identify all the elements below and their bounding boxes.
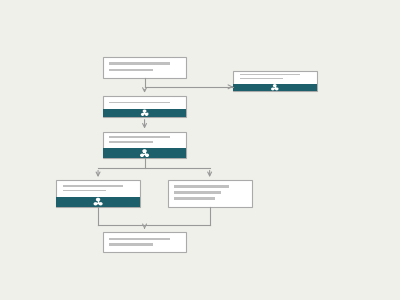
Circle shape [99,203,102,205]
Bar [63,190,106,191]
Bar [174,197,215,200]
Bar [240,78,283,80]
Bar [100,204,102,205]
Circle shape [94,203,97,205]
Bar [142,115,143,116]
Bar [168,180,252,207]
Bar [109,238,170,240]
Circle shape [274,85,276,86]
Bar [109,141,153,143]
Bar [272,89,274,90]
Circle shape [146,154,148,156]
Bar [103,96,186,117]
Circle shape [96,198,100,201]
Bar [109,102,170,103]
Bar [240,74,300,76]
Circle shape [143,150,146,152]
Bar [103,232,186,252]
Bar [94,204,96,205]
Bar [276,89,278,90]
Bar [103,109,186,117]
Bar [146,115,147,116]
Bar [109,243,153,246]
Bar [97,200,99,201]
Bar [56,197,140,207]
Bar [109,68,153,71]
Bar [103,57,186,78]
Bar [274,86,276,87]
Circle shape [143,110,146,112]
Bar [56,180,140,207]
Bar [103,132,186,158]
Bar [103,148,186,158]
Bar [144,111,146,112]
Circle shape [141,154,143,156]
Bar [233,83,317,92]
Bar [109,62,170,64]
Bar [143,152,146,153]
Bar [174,191,220,194]
Bar [141,155,143,157]
Circle shape [272,88,274,90]
Bar [174,185,229,188]
Bar [63,185,123,187]
Circle shape [276,88,278,90]
Circle shape [146,114,148,115]
Bar [233,70,317,92]
Bar [146,155,148,157]
Circle shape [142,114,144,115]
Bar [109,136,170,138]
